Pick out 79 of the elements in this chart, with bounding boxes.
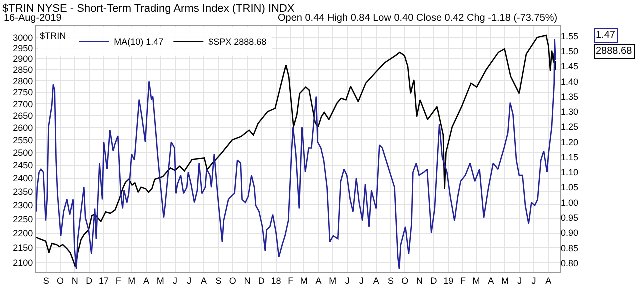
y2-tick-label: 0.80	[561, 258, 579, 268]
y-tick-label: 2300	[13, 200, 34, 210]
x-tick-label: D	[258, 276, 266, 286]
y2-tick-label: 1.35	[561, 92, 579, 102]
y2-tick-label: 1.25	[561, 122, 579, 132]
legend-title: $TRIN	[40, 30, 66, 41]
y-tick-label: 2350	[13, 186, 34, 197]
chart-subtitle: 16-Aug-2019	[4, 13, 62, 24]
x-tick-label: 19	[444, 276, 454, 286]
x-tick-label: O	[57, 276, 64, 286]
y-tick-label: 2100	[13, 258, 34, 268]
y2-tick-label: 1.20	[561, 137, 579, 148]
y2-tick-label: 1.55	[561, 31, 579, 42]
y-tick-label: 2200	[13, 228, 34, 238]
x-tick-label: A	[488, 276, 494, 286]
x-tick-label: S	[216, 276, 222, 286]
x-tick-label: M	[300, 276, 308, 286]
y2-tick-label: 1.30	[561, 107, 579, 118]
x-tick-label: J	[532, 276, 536, 286]
x-tick-label: A	[316, 276, 322, 286]
x-tick-label: N	[72, 276, 78, 286]
y2-tick-label: 1.15	[561, 152, 579, 162]
y-tick-label: 2650	[13, 111, 34, 122]
x-tick-label: M	[128, 276, 136, 286]
x-tick-label: D	[86, 276, 94, 286]
y-tick-label: 2750	[13, 88, 34, 98]
x-tick-label: N	[244, 276, 251, 286]
x-tick-label: S	[43, 276, 50, 286]
x-tick-label: M	[329, 276, 337, 286]
x-tick-label: J	[345, 276, 350, 286]
y2-tick-label: 1.40	[561, 76, 579, 87]
y-tick-label: 2600	[13, 123, 34, 134]
y-tick-label: 2550	[13, 135, 34, 146]
legend-label: $SPX 2888.68	[208, 37, 267, 48]
x-tick-label: M	[472, 276, 480, 286]
x-tick-label: J	[359, 276, 364, 286]
y2-tick-label: 1.00	[561, 198, 579, 208]
x-tick-label: O	[229, 276, 236, 286]
text: Open 0.44 High 0.84 Low 0.40 Close 0.42 Chg -1.18 (-73.75%)	[278, 13, 558, 24]
y2-tick-label: 0.95	[561, 212, 579, 223]
text: 1.47	[596, 30, 616, 41]
x-tick-label: S	[388, 276, 394, 286]
x-tick-label: J	[518, 276, 522, 286]
x-tick-label: M	[156, 276, 164, 286]
x-tick-label: A	[546, 276, 552, 286]
y-tick-label: 3000	[13, 32, 34, 43]
y-tick-label: 2500	[13, 148, 34, 158]
x-tick-label: A	[373, 276, 380, 286]
y-tick-label: 2800	[13, 76, 34, 86]
y-tick-label: 2450	[13, 160, 34, 171]
x-tick-label: F	[288, 276, 294, 286]
x-tick-label: F	[116, 276, 122, 286]
chart-title: $TRIN NYSE - Short-Term Trading Arms Index (TRIN) INDX	[2, 3, 296, 16]
text: 2888.68	[596, 46, 633, 57]
x-tick-label: F	[460, 276, 466, 286]
y-tick-label: 2150	[13, 242, 34, 253]
x-tick-label: D	[430, 276, 438, 286]
x-tick-label: A	[201, 276, 208, 286]
y-tick-label: 2250	[13, 214, 34, 224]
y2-tick-label: 1.45	[561, 62, 579, 72]
x-tick-label: O	[402, 276, 409, 286]
y2-tick-label: 0.85	[561, 243, 579, 254]
y2-tick-label: 1.05	[561, 182, 579, 193]
x-tick-label: 18	[271, 276, 282, 286]
legend-label: MA(10) 1.47	[114, 37, 164, 48]
x-tick-label: J	[173, 276, 178, 286]
x-tick-label: A	[143, 276, 150, 286]
y-tick-label: 2950	[13, 43, 34, 54]
y-tick-label: 2850	[13, 65, 34, 76]
x-tick-label: 17	[98, 276, 109, 286]
y2-tick-label: 1.10	[561, 168, 579, 178]
y2-tick-label: 1.50	[561, 46, 579, 57]
y2-tick-label: 0.90	[561, 228, 579, 238]
x-tick-label: N	[416, 276, 424, 286]
x-tick-label: M	[501, 276, 509, 286]
x-tick-label: J	[187, 276, 192, 286]
y-tick-label: 2700	[13, 99, 34, 110]
y-tick-label: 2900	[13, 54, 34, 64]
y-tick-label: 2400	[13, 174, 34, 184]
